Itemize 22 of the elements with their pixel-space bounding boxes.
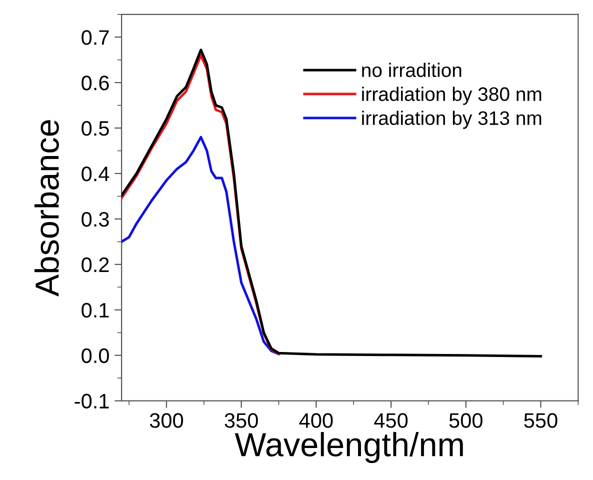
y-tick-label: -0.1 — [74, 394, 109, 409]
x-tick-label: 500 — [449, 413, 482, 428]
y-tick-label: 0.1 — [82, 302, 109, 318]
x-tick-label: 550 — [524, 413, 558, 428]
y-tick-label: 0.5 — [82, 121, 109, 136]
y-tick-label: 0.6 — [82, 76, 109, 90]
legend-label: no irradition — [362, 62, 462, 78]
legend-label: irradiation by 313 nm — [362, 110, 542, 129]
x-tick-label: 350 — [224, 413, 258, 428]
y-tick-label: 0.3 — [82, 212, 109, 227]
x-tick-label: 300 — [150, 413, 184, 428]
x-tick-label: 450 — [374, 413, 408, 428]
line-series — [122, 48, 542, 358]
legend-label: irradiation by 380 nm — [362, 86, 542, 105]
y-tick-label: 0.7 — [82, 30, 109, 45]
y-tick-label: 0.2 — [82, 257, 109, 272]
y-tick-label: 0.4 — [82, 166, 110, 182]
line-series — [122, 136, 280, 356]
y-tick-label: 0.0 — [82, 348, 109, 364]
x-tick-label: 400 — [299, 413, 333, 428]
y-axis-title: Absorbance — [34, 120, 59, 296]
x-axis-title: Wavelength/nm — [234, 432, 463, 464]
